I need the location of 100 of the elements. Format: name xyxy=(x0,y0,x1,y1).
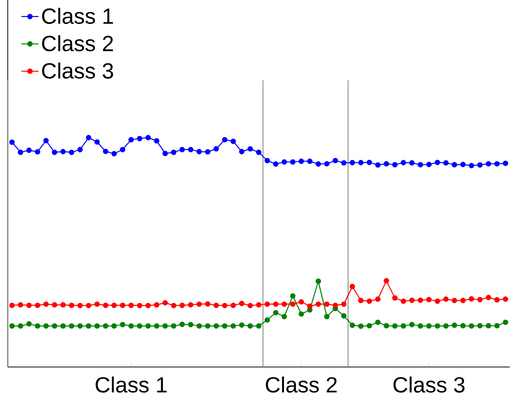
point xyxy=(128,302,134,308)
point xyxy=(26,148,32,153)
point xyxy=(86,134,92,140)
point xyxy=(248,302,253,308)
point xyxy=(145,323,151,329)
point xyxy=(316,301,322,307)
point xyxy=(239,300,244,306)
point xyxy=(188,322,194,328)
point xyxy=(52,150,58,156)
point xyxy=(145,134,151,140)
point xyxy=(477,296,483,302)
point xyxy=(222,302,228,308)
point xyxy=(204,323,210,329)
point xyxy=(128,136,134,142)
point xyxy=(418,298,424,303)
point xyxy=(120,322,126,328)
point xyxy=(145,302,151,308)
point xyxy=(264,317,270,323)
point xyxy=(400,298,406,304)
x-tick-label: Class 1 xyxy=(96,376,167,393)
point xyxy=(392,162,398,168)
point xyxy=(248,146,253,152)
point xyxy=(452,322,458,328)
point xyxy=(111,150,117,156)
point xyxy=(375,320,381,325)
point xyxy=(256,323,262,329)
point xyxy=(290,301,296,307)
point xyxy=(86,323,92,329)
point xyxy=(60,148,66,154)
point xyxy=(222,136,228,142)
point xyxy=(34,323,40,329)
point xyxy=(120,302,126,308)
point xyxy=(358,160,364,166)
x-tick-label: Class 3 xyxy=(393,376,464,393)
point xyxy=(298,311,304,317)
point xyxy=(384,161,390,166)
x-tick-label: Class 2 xyxy=(266,376,337,393)
point xyxy=(316,278,322,284)
point xyxy=(307,158,312,164)
point xyxy=(324,301,330,307)
point xyxy=(273,310,278,316)
point xyxy=(375,162,381,168)
point xyxy=(102,148,108,154)
point xyxy=(9,140,15,145)
point xyxy=(477,162,483,168)
point xyxy=(443,296,449,302)
point xyxy=(502,296,508,302)
point xyxy=(468,162,474,168)
point xyxy=(298,158,304,164)
point xyxy=(264,301,270,307)
point xyxy=(196,323,202,329)
point xyxy=(43,301,49,307)
point xyxy=(443,160,449,166)
point xyxy=(111,302,117,308)
point xyxy=(460,323,466,328)
point xyxy=(188,146,194,152)
point xyxy=(9,323,15,329)
point xyxy=(434,160,440,166)
point xyxy=(188,302,194,308)
point xyxy=(77,302,83,308)
point xyxy=(452,298,458,304)
point xyxy=(222,323,228,329)
point xyxy=(307,304,312,309)
point xyxy=(94,139,100,145)
point xyxy=(358,298,364,304)
point xyxy=(409,322,415,328)
point xyxy=(179,146,185,152)
point xyxy=(230,302,236,308)
point xyxy=(392,295,398,301)
point xyxy=(282,301,287,307)
point xyxy=(18,302,24,308)
point xyxy=(324,314,330,320)
point xyxy=(452,162,458,168)
point xyxy=(239,148,244,154)
point xyxy=(400,323,406,329)
point xyxy=(384,278,390,284)
point xyxy=(282,159,287,165)
point xyxy=(128,323,134,329)
point xyxy=(162,300,168,306)
point xyxy=(273,301,278,307)
point xyxy=(332,302,338,308)
point xyxy=(136,136,142,142)
point xyxy=(214,146,219,152)
point xyxy=(366,298,372,304)
point xyxy=(34,149,40,155)
point xyxy=(426,323,432,329)
point xyxy=(204,149,210,155)
point xyxy=(230,323,236,329)
point xyxy=(460,298,466,304)
point xyxy=(94,323,100,329)
point xyxy=(392,323,398,329)
point xyxy=(494,297,500,302)
point xyxy=(86,302,92,308)
point xyxy=(350,322,356,328)
point xyxy=(341,301,347,307)
point xyxy=(26,302,32,308)
point xyxy=(170,323,176,329)
point xyxy=(68,323,74,329)
point xyxy=(52,302,58,308)
point xyxy=(418,323,424,329)
